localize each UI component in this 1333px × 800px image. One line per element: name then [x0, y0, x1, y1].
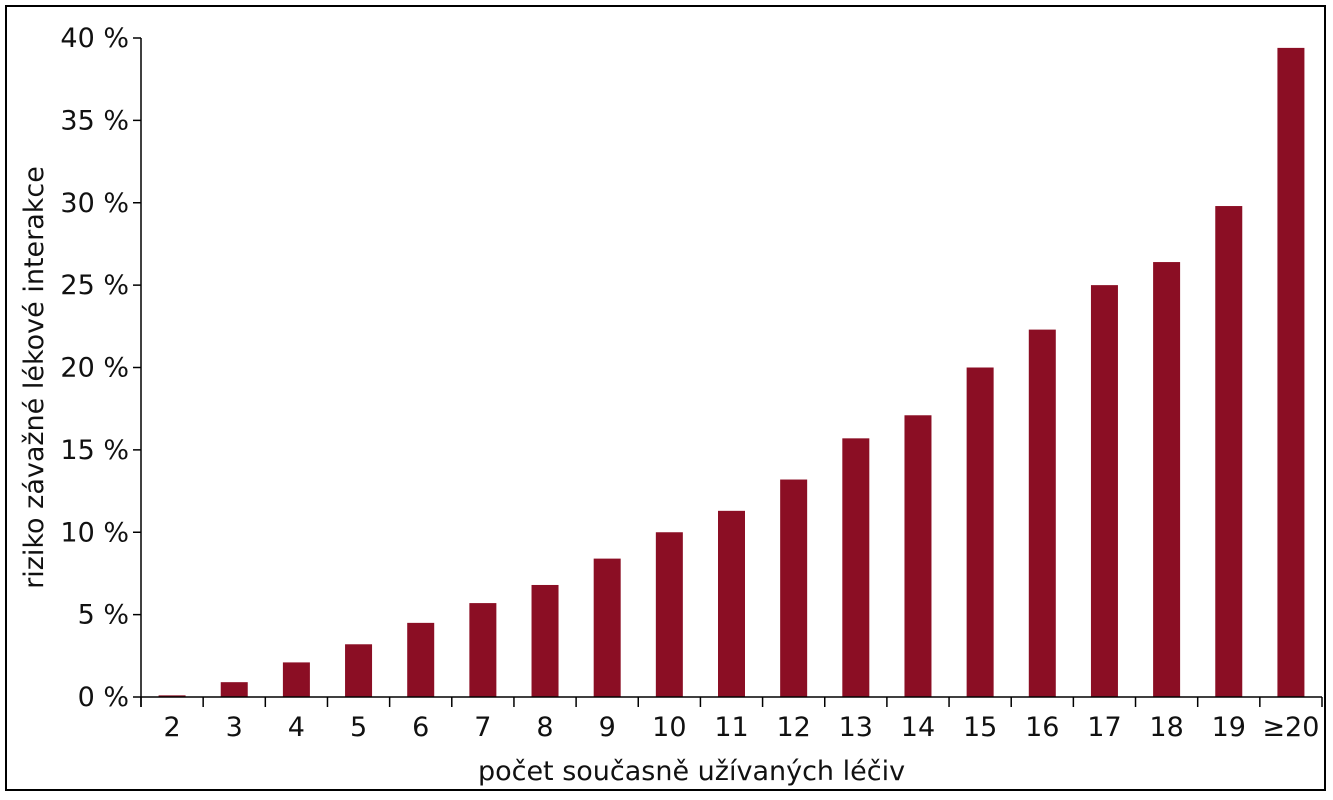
bar-14	[904, 415, 932, 697]
x-tick-label: 12	[776, 712, 810, 743]
bar-13	[842, 438, 870, 697]
bar-19	[1215, 206, 1243, 698]
y-tick-label: 5 %	[78, 600, 129, 631]
bar-7	[469, 603, 497, 697]
x-tick-label: 14	[901, 712, 935, 743]
bar-11	[718, 510, 745, 697]
x-tick-label: 17	[1087, 712, 1121, 743]
bar-12	[780, 479, 808, 697]
y-tick-label: 25 %	[60, 270, 129, 301]
y-tick-label: 35 %	[60, 105, 129, 136]
bar-16	[1028, 329, 1056, 697]
bar-5	[345, 644, 373, 697]
x-tick-label: 10	[652, 712, 686, 743]
x-tick-label: 5	[350, 712, 367, 743]
x-tick-label: 7	[474, 712, 491, 743]
x-tick-label: 6	[412, 712, 429, 743]
x-tick-label: 11	[714, 712, 748, 743]
bar-2	[158, 695, 186, 697]
x-tick-label: 18	[1149, 712, 1183, 743]
y-tick-label: 30 %	[60, 188, 129, 219]
y-tick-label: 0 %	[78, 682, 129, 713]
y-axis-title: riziko závažné lékové interakce	[19, 166, 50, 589]
x-tick-label: ≥20	[1262, 712, 1319, 743]
x-tick-label: 2	[163, 712, 180, 743]
y-tick-label: 20 %	[60, 353, 129, 384]
bar-≥20	[1277, 47, 1305, 697]
x-tick-label: 16	[1025, 712, 1059, 743]
bar-18	[1153, 262, 1181, 697]
bar-15	[966, 367, 994, 697]
x-tick-label: 4	[288, 712, 305, 743]
y-tick-label: 10 %	[60, 517, 129, 548]
bar-9	[593, 558, 621, 697]
bar-4	[282, 662, 310, 697]
y-tick-label: 40 %	[60, 23, 129, 54]
x-axis-title: počet současně užívaných léčiv	[478, 756, 905, 787]
y-tick-label: 15 %	[60, 435, 129, 466]
y-axis-ticks: 0 % 5 % 10 % 15 % 20 % 25 % 30 % 35 % 40 %	[60, 23, 141, 713]
bar-3	[220, 682, 248, 697]
bars-layer	[158, 47, 1305, 698]
x-tick-label: 19	[1212, 712, 1246, 743]
x-axis-ticks: 2 3 4 5 6 7 8 9 10 11 12 13 14 15 16 17 18 19 ≥20	[140, 697, 1323, 743]
bar-6	[407, 622, 435, 697]
bar-10	[655, 532, 683, 697]
x-tick-label: 15	[963, 712, 997, 743]
x-tick-label: 8	[536, 712, 553, 743]
bar-8	[531, 584, 559, 697]
x-tick-label: 9	[599, 712, 616, 743]
bar-17	[1090, 285, 1118, 697]
x-tick-label: 13	[839, 712, 873, 743]
x-tick-label: 3	[226, 712, 243, 743]
